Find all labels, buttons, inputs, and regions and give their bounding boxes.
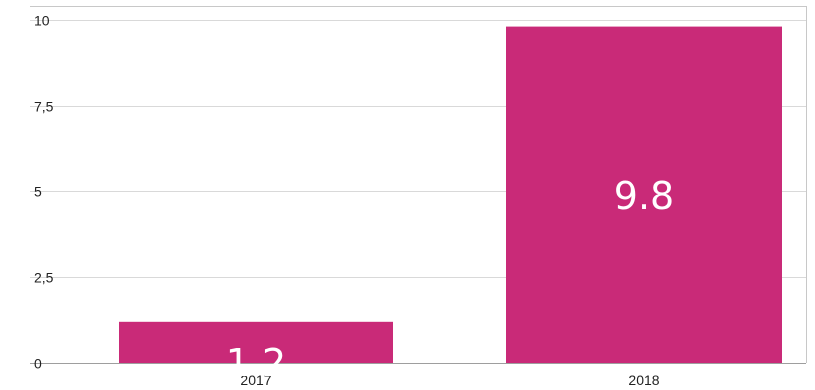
y-tick-label: 2,5 — [34, 270, 54, 286]
y-tick-label: 10 — [34, 13, 50, 29]
bar-value-label: 1.2 — [226, 341, 286, 385]
bars-layer — [119, 26, 782, 363]
y-tick-label: 0 — [34, 356, 42, 372]
y-axis-ticks: 0 2,5 5 7,5 10 — [34, 13, 54, 372]
data-labels: 1.2 9.8 — [226, 174, 674, 385]
y-tick-label: 5 — [34, 184, 42, 200]
y-tick-label: 7,5 — [34, 99, 54, 115]
bar-2017 — [119, 321, 393, 363]
bar-2018 — [506, 26, 782, 363]
x-tick-label: 2018 — [628, 372, 659, 388]
x-axis-ticks: 2017 2018 — [240, 372, 659, 388]
bar-value-label: 9.8 — [614, 174, 674, 218]
plot-frame — [30, 6, 807, 364]
x-tick-label: 2017 — [240, 372, 271, 388]
